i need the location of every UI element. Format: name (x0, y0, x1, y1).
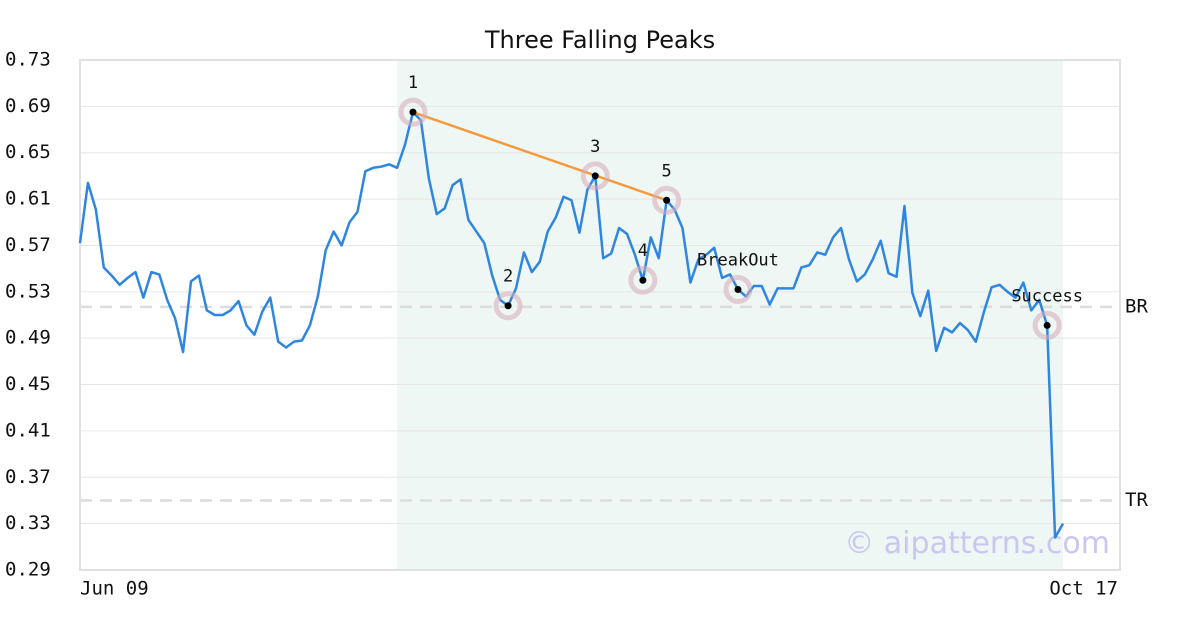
marker-halo (580, 161, 610, 191)
annotation-label: 3 (590, 137, 600, 157)
y-tick-label: 0.37 (5, 466, 51, 488)
marker-halo (493, 291, 523, 321)
price-line (78, 110, 1065, 539)
x-tick-label: Oct 17 (1049, 578, 1118, 600)
marker-halo (398, 97, 428, 127)
chart-title: Three Falling Peaks (484, 26, 715, 54)
y-tick-label: 0.33 (5, 512, 51, 534)
y-tick-label: 0.73 (5, 49, 51, 71)
marker-halo (628, 265, 658, 295)
marker-dot (504, 302, 512, 310)
marker-dot (663, 196, 671, 204)
y-tick-label: 0.45 (5, 373, 51, 395)
marker-dot (591, 172, 599, 180)
y-tick-label: 0.29 (5, 559, 51, 581)
y-tick-label: 0.65 (5, 141, 51, 163)
y-tick-label: 0.53 (5, 280, 51, 302)
reference-label: BR (1125, 295, 1148, 317)
y-tick-label: 0.61 (5, 188, 51, 210)
marker-halo (723, 275, 753, 304)
plot-frame (79, 59, 1121, 571)
y-tick-label: 0.69 (5, 95, 51, 117)
marker-dot (1043, 321, 1051, 329)
marker-dot (734, 286, 742, 293)
annotation-label: BreakOut (697, 251, 779, 271)
watermark: © aipatterns.com (844, 526, 1110, 561)
marker-dot (639, 276, 647, 284)
y-tick-label: 0.57 (5, 234, 51, 256)
annotation-label: 1 (408, 73, 418, 93)
marker-halo (1032, 310, 1062, 340)
annotation-label: Success (1011, 286, 1083, 306)
annotation-label: 4 (638, 241, 648, 261)
x-tick-label: Jun 09 (80, 578, 149, 600)
reference-label: TR (1125, 489, 1148, 511)
annotation-label: 2 (503, 267, 513, 287)
marker-halo (652, 185, 682, 215)
annotation-label: 5 (662, 161, 672, 181)
trend-line (412, 110, 668, 202)
y-tick-label: 0.41 (5, 419, 51, 441)
marker-dot (409, 108, 417, 116)
y-tick-label: 0.49 (5, 327, 51, 349)
